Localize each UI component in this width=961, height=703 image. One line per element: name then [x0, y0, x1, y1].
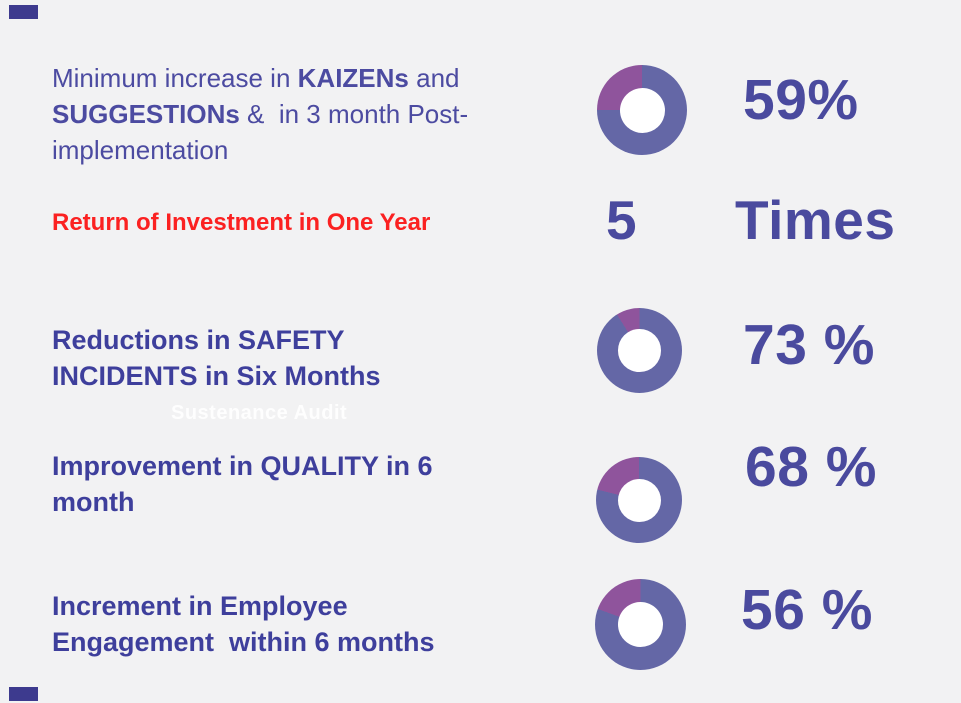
metric-label-kaizen-suggestions: Minimum increase in KAIZENs and SUGGESTI…	[52, 60, 552, 168]
metric-value-safety-incidents: 73 %	[743, 313, 875, 377]
metric-label-employee-engagement: Increment in Employee Engagement within …	[52, 588, 552, 660]
label-part: Reductions in SAFETY INCIDENTS in Six Mo…	[52, 325, 381, 391]
metric-label-safety-incidents: Reductions in SAFETY INCIDENTS in Six Mo…	[52, 322, 552, 394]
label-part: KAIZENs	[297, 63, 409, 93]
label-part: Minimum increase in	[52, 63, 298, 93]
donut-chart-kaizen-suggestions	[597, 65, 687, 155]
metric-value-roi: 5	[606, 189, 638, 251]
label-part: & in 3 month Post- implementation	[52, 99, 469, 165]
label-part: Improvement in QUALITY in 6 month	[52, 451, 433, 517]
watermark-sustenance-audit: Sustenance Audit	[171, 402, 348, 424]
donut-chart-employee-engagement	[595, 579, 686, 670]
donut-chart-quality	[596, 457, 682, 543]
metric-unit-roi: Times	[735, 189, 896, 251]
metric-value-employee-engagement: 56 %	[741, 578, 873, 642]
metric-label-quality: Improvement in QUALITY in 6 month	[52, 448, 552, 520]
label-part: Increment in Employee Engagement within …	[52, 591, 435, 657]
metric-label-roi: Return of Investment in One Year	[52, 208, 612, 238]
label-part: Return of Investment in One Year	[52, 209, 431, 236]
label-part: and	[416, 63, 460, 93]
metric-value-quality: 68 %	[745, 435, 877, 499]
slide-edge-mark-bottom	[9, 687, 38, 701]
metric-value-kaizen-suggestions: 59%	[743, 68, 859, 132]
slide-edge-mark-top	[9, 5, 38, 19]
label-part: SUGGESTIONs	[52, 99, 240, 129]
donut-chart-safety-incidents	[597, 308, 682, 393]
